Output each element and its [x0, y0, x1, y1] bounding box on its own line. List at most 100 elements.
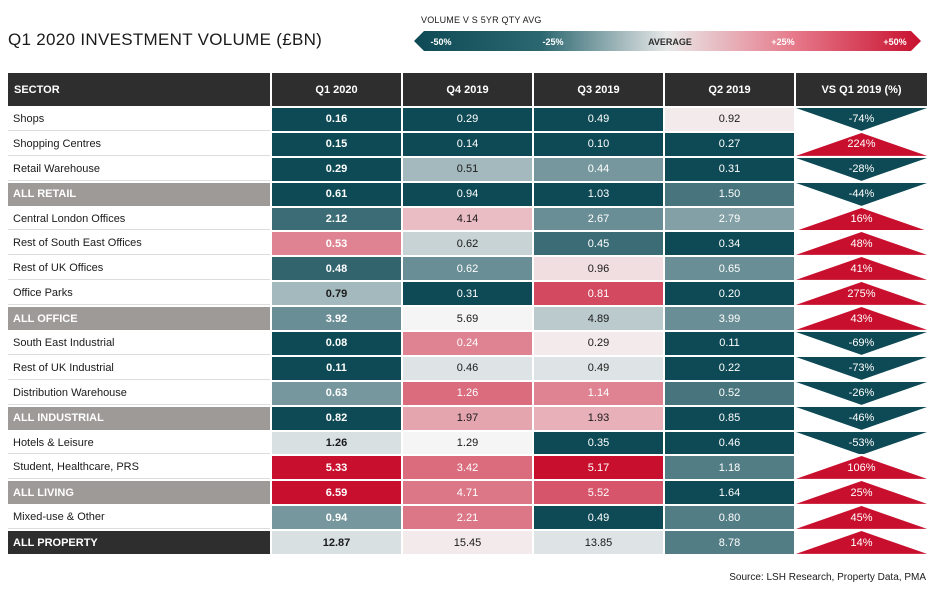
column-header-q1-2020: Q1 2020 [272, 73, 401, 106]
change-value: -74% [848, 113, 875, 126]
value-cell: 0.29 [534, 332, 663, 355]
change-value: -53% [848, 437, 875, 450]
change-value: -44% [848, 188, 875, 201]
table-row: ALL OFFICE 3.92 5.69 4.89 3.99 43% [8, 307, 927, 331]
value-cell: 2.12 [272, 207, 401, 231]
value-cell: 0.63 [272, 381, 401, 405]
value-cell: 0.08 [272, 332, 401, 355]
value-cell: 1.64 [665, 481, 794, 505]
sector-label: ALL RETAIL [8, 182, 270, 206]
value-cell: 5.52 [534, 481, 663, 505]
source-note: Source: LSH Research, Property Data, PMA [729, 572, 926, 583]
column-header-vs-q1-2019: VS Q1 2019 (%) [796, 73, 927, 106]
change-value: 16% [850, 213, 873, 225]
value-cell: 0.10 [534, 132, 663, 156]
value-cell: 0.27 [665, 132, 794, 156]
value-cell: 5.69 [403, 307, 532, 331]
change-cell: 48% [796, 232, 927, 256]
value-cell: 3.99 [665, 307, 794, 331]
change-cell: 41% [796, 257, 927, 281]
sector-label: Hotels & Leisure [8, 431, 270, 455]
value-cell: 1.14 [534, 381, 663, 405]
change-cell: 14% [796, 531, 927, 555]
value-cell: 0.46 [403, 356, 532, 380]
value-cell: 0.65 [665, 257, 794, 281]
table-row: ALL INDUSTRIAL 0.82 1.97 1.93 0.85 -46% [8, 406, 927, 430]
up-triangle-icon [796, 307, 927, 331]
value-cell: 0.81 [534, 282, 663, 306]
value-cell: 5.17 [534, 456, 663, 480]
up-triangle-icon [796, 132, 927, 156]
value-cell: 0.48 [272, 257, 401, 281]
table-row: Shopping Centres 0.15 0.14 0.10 0.27 224% [8, 132, 927, 156]
value-cell: 0.62 [403, 257, 532, 281]
value-cell: 3.42 [403, 456, 532, 480]
value-cell: 0.92 [665, 108, 794, 131]
value-cell: 0.46 [665, 431, 794, 455]
legend-caption: VOLUME V S 5YR QTY AVG [421, 15, 542, 25]
value-cell: 2.67 [534, 207, 663, 231]
up-triangle-icon [796, 506, 927, 530]
down-triangle-icon [796, 431, 927, 455]
sector-label: Mixed-use & Other [8, 506, 270, 530]
down-triangle-icon [796, 381, 927, 405]
value-cell: 3.92 [272, 307, 401, 331]
value-cell: 0.20 [665, 282, 794, 306]
value-cell: 0.11 [272, 356, 401, 380]
value-cell: 1.26 [272, 431, 401, 455]
sector-label: ALL OFFICE [8, 307, 270, 331]
change-cell: -53% [796, 431, 927, 455]
value-cell: 0.82 [272, 406, 401, 430]
change-value: 275% [847, 287, 876, 300]
value-cell: 0.31 [665, 157, 794, 181]
value-cell: 0.94 [272, 506, 401, 530]
value-cell: 0.49 [534, 506, 663, 530]
value-cell: 0.29 [403, 108, 532, 131]
up-triangle-icon [796, 456, 927, 480]
value-cell: 0.44 [534, 157, 663, 181]
table-row: Central London Offices 2.12 4.14 2.67 2.79 16… [8, 207, 927, 231]
change-value: -26% [848, 387, 875, 400]
legend-label-plus50: +50% [883, 37, 907, 47]
sector-label: Rest of UK Industrial [8, 356, 270, 380]
value-cell: 0.49 [534, 108, 663, 131]
up-triangle-icon [796, 257, 927, 281]
table-row: Rest of South East Offices 0.53 0.62 0.45 0.… [8, 232, 927, 256]
down-triangle-icon [796, 182, 927, 206]
up-triangle-icon [796, 232, 927, 256]
value-cell: 2.21 [403, 506, 532, 530]
change-value: -73% [848, 362, 875, 375]
value-cell: 12.87 [272, 531, 401, 555]
value-cell: 0.14 [403, 132, 532, 156]
value-cell: 0.35 [534, 431, 663, 455]
value-cell: 0.96 [534, 257, 663, 281]
change-cell: 43% [796, 307, 927, 331]
table-row: Retail Warehouse 0.29 0.51 0.44 0.31 -28% [8, 157, 927, 181]
change-value: 25% [850, 486, 873, 499]
sector-label: Central London Offices [8, 207, 270, 231]
value-cell: 0.31 [403, 282, 532, 306]
change-value: -28% [848, 163, 875, 176]
change-cell: -73% [796, 356, 927, 380]
table-row: Distribution Warehouse 0.63 1.26 1.14 0.52 -2… [8, 381, 927, 405]
column-header-q2-2019: Q2 2019 [665, 73, 794, 106]
sector-label: Rest of South East Offices [8, 232, 270, 256]
change-value: 106% [847, 461, 876, 474]
sector-label: ALL PROPERTY [8, 531, 270, 555]
value-cell: 0.51 [403, 157, 532, 181]
sector-label: Student, Healthcare, PRS [8, 456, 270, 480]
value-cell: 0.34 [665, 232, 794, 256]
column-header-sector: SECTOR [8, 73, 270, 106]
change-cell: 25% [796, 481, 927, 505]
value-cell: 1.93 [534, 406, 663, 430]
down-triangle-icon [796, 356, 927, 380]
sector-label: ALL INDUSTRIAL [8, 406, 270, 430]
value-cell: 1.18 [665, 456, 794, 480]
table-row: ALL RETAIL 0.61 0.94 1.03 1.50 -44% [8, 182, 927, 206]
sector-label: Distribution Warehouse [8, 381, 270, 405]
change-value: 45% [850, 511, 873, 524]
down-triangle-icon [796, 406, 927, 430]
value-cell: 1.97 [403, 406, 532, 430]
value-cell: 5.33 [272, 456, 401, 480]
chart-title: Q1 2020 INVESTMENT VOLUME (£BN) [8, 30, 323, 49]
